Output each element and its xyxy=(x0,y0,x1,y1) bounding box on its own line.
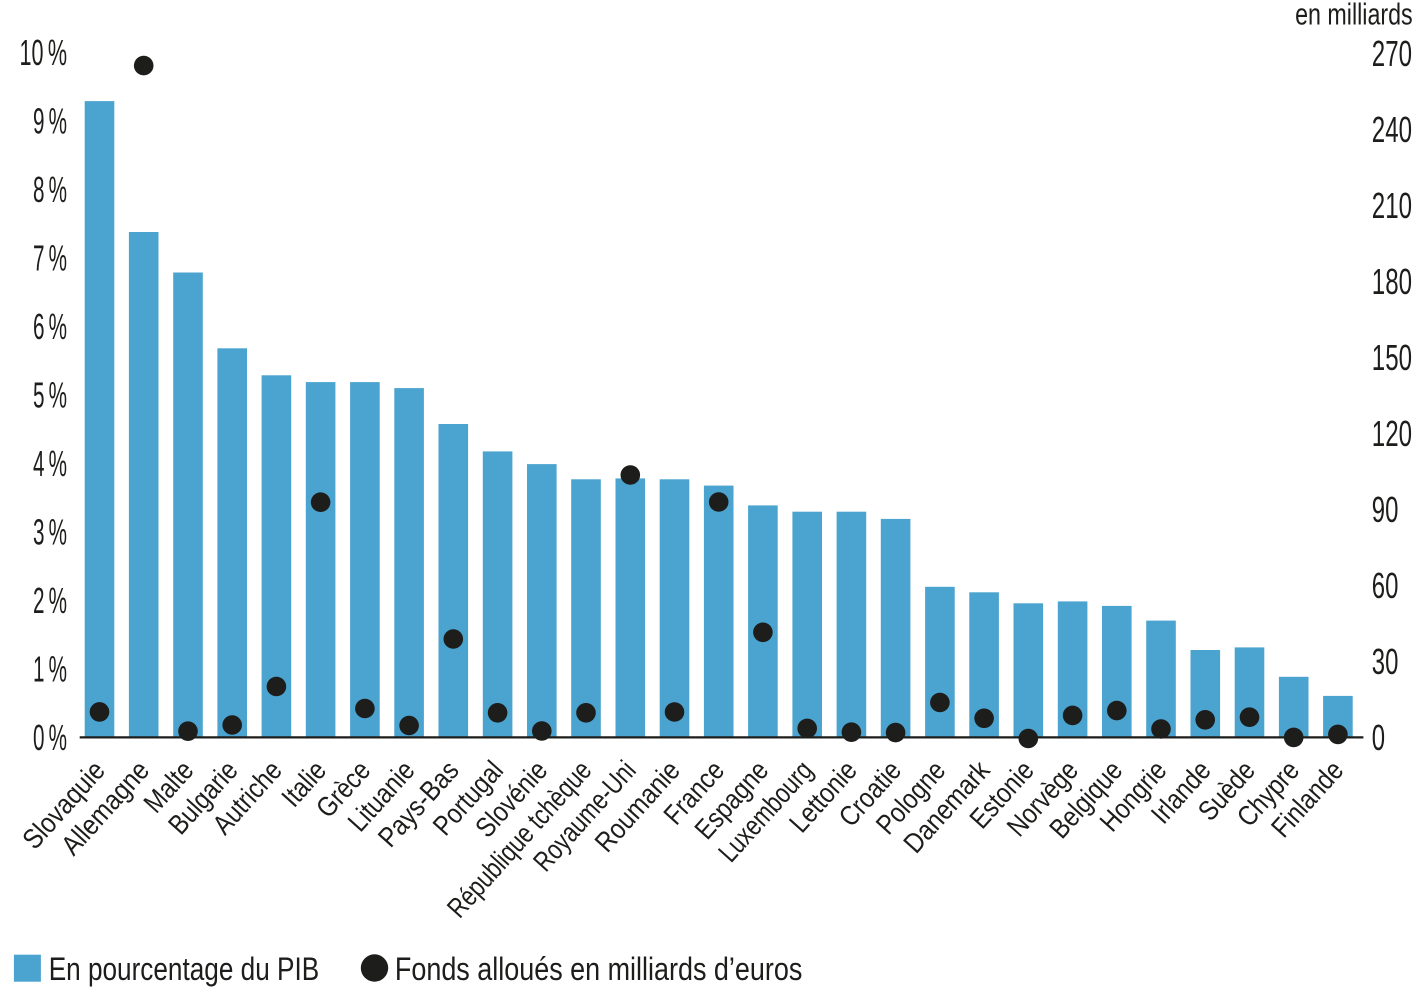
svg-text:240: 240 xyxy=(1372,109,1412,150)
svg-text:9 %: 9 % xyxy=(33,101,67,142)
svg-text:0 %: 0 % xyxy=(33,717,67,758)
svg-text:180: 180 xyxy=(1372,261,1412,302)
svg-text:7 %: 7 % xyxy=(33,238,67,279)
svg-text:1 %: 1 % xyxy=(33,649,67,690)
svg-text:6 %: 6 % xyxy=(33,306,67,347)
svg-text:En pourcentage du PIB: En pourcentage du PIB xyxy=(49,951,320,987)
svg-text:3 %: 3 % xyxy=(33,512,67,553)
svg-text:0: 0 xyxy=(1372,717,1385,758)
svg-text:5 %: 5 % xyxy=(33,375,67,416)
svg-text:30: 30 xyxy=(1372,641,1399,682)
svg-text:270: 270 xyxy=(1372,33,1412,74)
svg-text:10 %: 10 % xyxy=(20,32,68,73)
svg-text:60: 60 xyxy=(1372,565,1399,606)
svg-text:90: 90 xyxy=(1372,489,1399,530)
svg-text:8 %: 8 % xyxy=(33,169,67,210)
svg-text:Fonds alloués en milliards d’e: Fonds alloués en milliards d’euros xyxy=(395,951,802,987)
svg-text:4 %: 4 % xyxy=(33,443,67,484)
svg-text:210: 210 xyxy=(1372,185,1412,226)
svg-text:2 %: 2 % xyxy=(33,580,67,621)
svg-text:en milliards: en milliards xyxy=(1295,0,1413,32)
svg-text:150: 150 xyxy=(1372,337,1412,378)
svg-text:120: 120 xyxy=(1372,413,1412,454)
